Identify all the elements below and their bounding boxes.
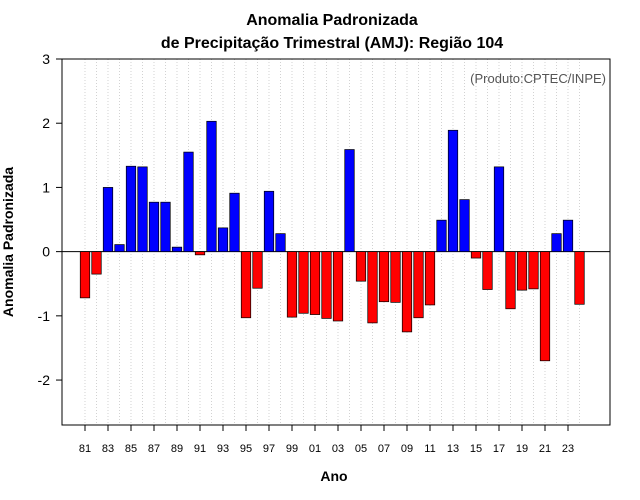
bar-84 xyxy=(114,244,125,252)
bar-21 xyxy=(539,251,551,362)
bar-04 xyxy=(344,149,355,252)
bar-07 xyxy=(378,251,390,303)
x-axis-title: Ano xyxy=(320,468,347,484)
bar-10 xyxy=(413,251,424,319)
bar-95 xyxy=(240,251,252,319)
bar-03 xyxy=(332,251,344,322)
bar-14 xyxy=(459,199,470,252)
y-tick-label: -2 xyxy=(38,372,51,388)
x-tick-label: 81 xyxy=(79,443,91,455)
x-axis: 81 83 85 87 89 91 93 95 97 99 01 03 05 07 09 11 13 15 17 19… xyxy=(79,425,574,455)
bar-87 xyxy=(148,201,160,252)
y-tick-label: 0 xyxy=(42,244,50,260)
bar-13 xyxy=(447,129,459,252)
x-tick-label: 01 xyxy=(309,443,321,455)
bar-97 xyxy=(263,190,275,252)
bar-19 xyxy=(516,251,528,291)
bar-22 xyxy=(551,233,562,252)
bar-06 xyxy=(367,251,378,324)
bar-12 xyxy=(436,219,447,252)
y-tick-label: 3 xyxy=(42,51,50,67)
bar-89 xyxy=(171,246,183,252)
bar-15 xyxy=(470,251,482,259)
x-tick-label: 03 xyxy=(332,443,344,455)
x-tick-label: 07 xyxy=(378,443,390,455)
y-tick-label: 1 xyxy=(42,179,50,195)
x-tick-label: 95 xyxy=(240,443,252,455)
bar-08 xyxy=(390,251,401,303)
x-tick-label: 99 xyxy=(286,443,298,455)
x-tick-label: 17 xyxy=(493,443,505,455)
x-tick-label: 19 xyxy=(516,443,528,455)
bar-93 xyxy=(217,227,229,252)
y-axis: -2 -1 0 1 2 3 xyxy=(38,51,62,388)
chart-title-line2: de Precipitação Trimestral (AMJ): Região… xyxy=(161,35,503,52)
bar-24 xyxy=(574,251,585,305)
x-tick-label: 91 xyxy=(194,443,206,455)
bar-94 xyxy=(229,192,240,252)
chart-title-line1: Anomalia Padronizada xyxy=(246,12,418,29)
bar-91 xyxy=(194,251,206,256)
bar-02 xyxy=(321,251,332,319)
bar-18 xyxy=(505,251,516,310)
bar-05 xyxy=(355,251,367,282)
x-tick-label: 23 xyxy=(562,443,574,455)
credit-annotation: (Produto:CPTEC/INPE) xyxy=(470,71,606,86)
bar-86 xyxy=(137,166,148,252)
bar-99 xyxy=(286,251,298,318)
bar-88 xyxy=(160,201,171,252)
bar-23 xyxy=(562,219,574,252)
x-tick-label: 09 xyxy=(401,443,413,455)
x-tick-label: 85 xyxy=(125,443,137,455)
gridlines xyxy=(84,59,580,425)
bar-81 xyxy=(79,251,91,299)
x-tick-label: 93 xyxy=(217,443,229,455)
x-tick-label: 89 xyxy=(171,443,183,455)
y-axis-title: Anomalia Padronizada xyxy=(0,167,16,317)
bar-96 xyxy=(252,251,263,289)
x-tick-label: 87 xyxy=(148,443,160,455)
y-tick-label: 2 xyxy=(42,115,50,131)
plot-frame xyxy=(61,58,611,426)
bar-16 xyxy=(482,251,493,290)
bar-83 xyxy=(102,187,114,252)
bar-11 xyxy=(424,251,436,306)
bar-98 xyxy=(275,233,286,252)
x-tick-label: 13 xyxy=(447,443,459,455)
y-tick-label: -1 xyxy=(38,308,51,324)
x-tick-label: 05 xyxy=(355,443,367,455)
bar-92 xyxy=(206,120,217,252)
x-tick-label: 11 xyxy=(424,443,435,455)
bar-82 xyxy=(91,251,102,275)
bar-17 xyxy=(493,166,505,252)
x-tick-label: 21 xyxy=(539,443,551,455)
bar-90 xyxy=(183,151,194,252)
bar-00 xyxy=(298,251,309,314)
bar-85 xyxy=(125,165,137,252)
x-tick-label: 83 xyxy=(102,443,114,455)
bars xyxy=(79,120,585,362)
bar-09 xyxy=(401,251,413,333)
x-tick-label: 15 xyxy=(470,443,482,455)
x-tick-label: 97 xyxy=(263,443,275,455)
bar-01 xyxy=(309,251,321,315)
bar-20 xyxy=(528,251,539,290)
